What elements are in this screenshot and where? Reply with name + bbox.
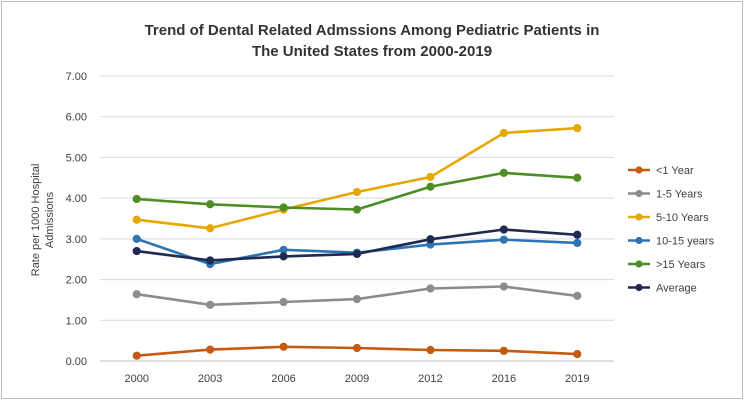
data-point [573,173,582,182]
legend-label: 5-10 Years [656,212,709,224]
data-point [426,235,435,244]
y-tick-label: 5.00 [66,152,87,164]
data-point [426,172,435,182]
legend-label: <1 Year [656,165,694,177]
x-tick-label: 2000 [124,373,148,385]
data-point [499,235,508,244]
data-point [352,187,362,197]
legend-label: 10-15 years [656,236,715,248]
data-point [132,215,141,224]
legend-label: >15 Years [656,259,706,271]
legend-label: Average [656,283,697,295]
data-point [573,291,582,300]
data-point [352,205,362,214]
series-group [132,282,582,309]
x-tick-label: 2016 [492,373,516,385]
data-point [132,234,141,243]
legend-label: 1-5 Years [656,189,703,201]
legend-swatch-marker [635,260,643,268]
data-point [573,349,582,359]
data-point [573,238,582,248]
data-point [132,194,141,204]
data-point [426,182,435,191]
gridlines [100,75,614,362]
legend: <1 Year 1-5 Years 5-10 Years 10-15 years >15… [628,165,715,295]
data-point [352,343,362,353]
data-point [132,246,141,256]
data-point [132,351,141,360]
y-tick-label: 1.00 [66,315,87,327]
y-axis-ticks: 0.00 1.00 2.00 3.00 4.00 5.00 6.00 7.00 [66,71,87,368]
legend-swatch-marker [635,189,643,198]
series-group [132,225,582,265]
data-point [499,282,508,291]
series-group [132,124,582,233]
data-point [206,300,215,309]
data-point [499,128,508,138]
y-axis-label-line2: Admissions [44,191,56,248]
series-lines [132,124,582,360]
legend-swatch-marker [635,236,643,245]
data-point [352,295,362,304]
x-tick-label: 2003 [198,373,222,385]
legend-swatch-marker [635,283,643,292]
chart-title-line1: Trend of Dental Related Admssions Among … [145,22,600,39]
data-point [279,203,288,212]
y-tick-label: 3.00 [66,234,87,246]
data-point [206,200,215,209]
data-point [206,345,215,354]
x-tick-label: 2009 [345,373,369,385]
data-point [426,345,435,355]
data-point [573,230,582,239]
chart-title-line2: The United States from 2000-2019 [252,43,492,60]
data-point [279,297,288,307]
data-point [132,290,141,299]
data-point [499,225,508,234]
y-tick-label: 0.00 [66,356,87,368]
data-point [499,168,508,177]
series-group [132,342,582,360]
x-tick-label: 2012 [418,373,442,385]
data-point [206,256,215,265]
x-axis-ticks: 2000 2003 2006 2009 2012 2016 2019 [124,373,589,385]
y-axis-label-line1: Rate per 1000 Hospital [30,164,42,277]
y-axis-label: Rate per 1000 Hospital Admissions [30,164,56,277]
y-tick-label: 7.00 [66,71,87,83]
data-point [279,342,288,351]
y-tick-label: 6.00 [66,112,87,124]
x-tick-label: 2006 [271,373,295,385]
legend-swatch-marker [635,213,643,221]
data-point [279,252,288,261]
data-point [206,224,215,233]
x-tick-label: 2019 [565,373,589,385]
y-tick-label: 2.00 [66,275,87,287]
data-point [426,284,435,293]
y-tick-label: 4.00 [66,193,87,205]
series-group [132,168,582,214]
data-point [352,249,362,259]
data-point [499,346,508,355]
data-point [573,124,582,133]
legend-swatch-marker [635,166,643,174]
